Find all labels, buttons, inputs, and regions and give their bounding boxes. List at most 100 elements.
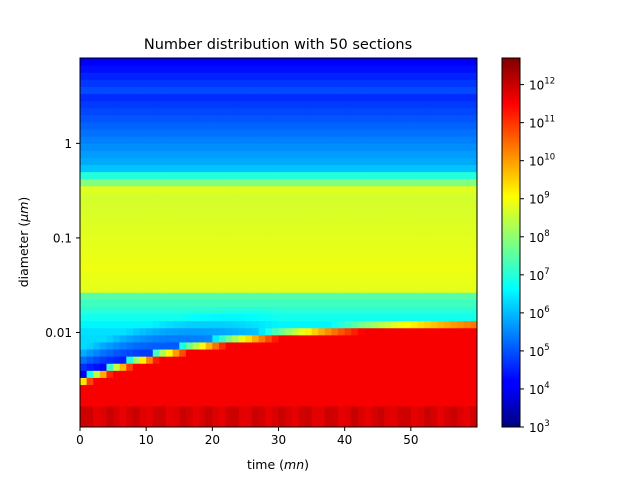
- heatmap-cell: [285, 192, 293, 201]
- heatmap-cell: [430, 363, 438, 371]
- heatmap-cell: [126, 58, 134, 66]
- heatmap-cell: [212, 256, 220, 265]
- heatmap-cell: [318, 412, 326, 421]
- heatmap-cell: [113, 136, 121, 144]
- heatmap-cell: [139, 391, 147, 400]
- heatmap-cell: [371, 377, 379, 386]
- heatmap-cell: [364, 306, 372, 315]
- heatmap-cell: [364, 412, 372, 421]
- heatmap-cell: [80, 150, 88, 158]
- heatmap-cell: [106, 419, 114, 427]
- heatmap-cell: [443, 242, 452, 251]
- heatmap-cell: [218, 270, 227, 279]
- heatmap-cell: [80, 270, 88, 279]
- heatmap-cell: [192, 207, 200, 215]
- heatmap-cell: [457, 263, 465, 272]
- heatmap-cell: [470, 192, 477, 201]
- heatmap-cell: [424, 299, 432, 307]
- heatmap-cell: [271, 249, 280, 258]
- heatmap-cell: [106, 65, 114, 73]
- heatmap-cell: [331, 228, 339, 237]
- heatmap-cell: [278, 107, 286, 116]
- heatmap-cell: [258, 405, 266, 414]
- heatmap-cell: [232, 235, 240, 244]
- heatmap-cell: [106, 157, 114, 166]
- heatmap-cell: [357, 107, 366, 116]
- heatmap-cell: [93, 419, 101, 427]
- heatmap-cell: [132, 192, 141, 201]
- heatmap-cell: [437, 214, 445, 222]
- heatmap-cell: [166, 263, 174, 272]
- heatmap-cell: [159, 86, 167, 95]
- heatmap-cell: [192, 419, 200, 427]
- heatmap-cell: [159, 256, 167, 265]
- heatmap-cell: [390, 86, 399, 95]
- heatmap-cell: [172, 65, 180, 73]
- heatmap-cell: [430, 72, 438, 80]
- heatmap-cell: [152, 306, 160, 315]
- heatmap-cell: [159, 334, 167, 343]
- heatmap-cell: [357, 136, 366, 144]
- heatmap-cell: [430, 221, 438, 229]
- heatmap-cell: [450, 405, 458, 414]
- heatmap-cell: [113, 164, 121, 173]
- heatmap-cell: [463, 327, 471, 336]
- heatmap-cell: [80, 334, 88, 343]
- heatmap-cell: [470, 235, 477, 244]
- heatmap-cell: [291, 235, 299, 244]
- heatmap-cell: [424, 221, 432, 229]
- heatmap-cell: [205, 263, 213, 272]
- heatmap-cell: [344, 171, 352, 180]
- heatmap-cell: [390, 143, 399, 151]
- heatmap-cell: [430, 377, 438, 386]
- heatmap-cell: [172, 412, 180, 421]
- heatmap-cell: [252, 228, 260, 237]
- heatmap-cell: [132, 164, 141, 173]
- heatmap-cell: [364, 341, 372, 350]
- heatmap-cell: [252, 334, 260, 343]
- heatmap-cell: [218, 306, 227, 315]
- heatmap-cell: [311, 100, 319, 109]
- heatmap-cell: [344, 263, 352, 272]
- heatmap-cell: [331, 249, 339, 258]
- heatmap-cell: [199, 171, 207, 180]
- heatmap-cell: [146, 86, 154, 95]
- heatmap-cell: [410, 299, 419, 307]
- heatmap-cell: [437, 178, 445, 187]
- heatmap-cell: [126, 405, 134, 414]
- heatmap-cell: [199, 412, 207, 421]
- heatmap-cell: [225, 277, 233, 286]
- heatmap-cell: [119, 192, 127, 201]
- heatmap-cell: [344, 79, 352, 87]
- heatmap-cell: [311, 199, 319, 208]
- heatmap-cell: [285, 363, 293, 371]
- heatmap-cell: [463, 384, 471, 393]
- heatmap-cell: [126, 136, 134, 144]
- heatmap-cell: [351, 256, 359, 265]
- heatmap-cell: [179, 398, 187, 407]
- heatmap-cell: [298, 334, 306, 343]
- heatmap-cell: [285, 313, 293, 322]
- heatmap-cell: [304, 249, 313, 258]
- heatmap-cell: [252, 242, 260, 251]
- heatmap-cell: [238, 136, 247, 144]
- heatmap-cell: [80, 285, 88, 293]
- heatmap-cell: [311, 242, 319, 251]
- heatmap-cell: [417, 249, 425, 258]
- heatmap-cell: [377, 327, 385, 336]
- heatmap-cell: [99, 334, 108, 343]
- heatmap-cell: [225, 405, 233, 414]
- heatmap-cell: [470, 114, 477, 123]
- heatmap-cell: [113, 171, 121, 180]
- heatmap-cell: [172, 341, 180, 350]
- heatmap-cell: [364, 107, 372, 116]
- heatmap-cell: [252, 93, 260, 102]
- heatmap-cell: [357, 405, 366, 414]
- y-axis: 0.010.11: [45, 137, 80, 340]
- heatmap-cell: [338, 341, 346, 350]
- heatmap-cell: [159, 192, 167, 201]
- heatmap-cell: [397, 192, 405, 201]
- heatmap-cell: [443, 199, 452, 208]
- heatmap-cell: [218, 277, 227, 286]
- heatmap-cell: [245, 348, 253, 357]
